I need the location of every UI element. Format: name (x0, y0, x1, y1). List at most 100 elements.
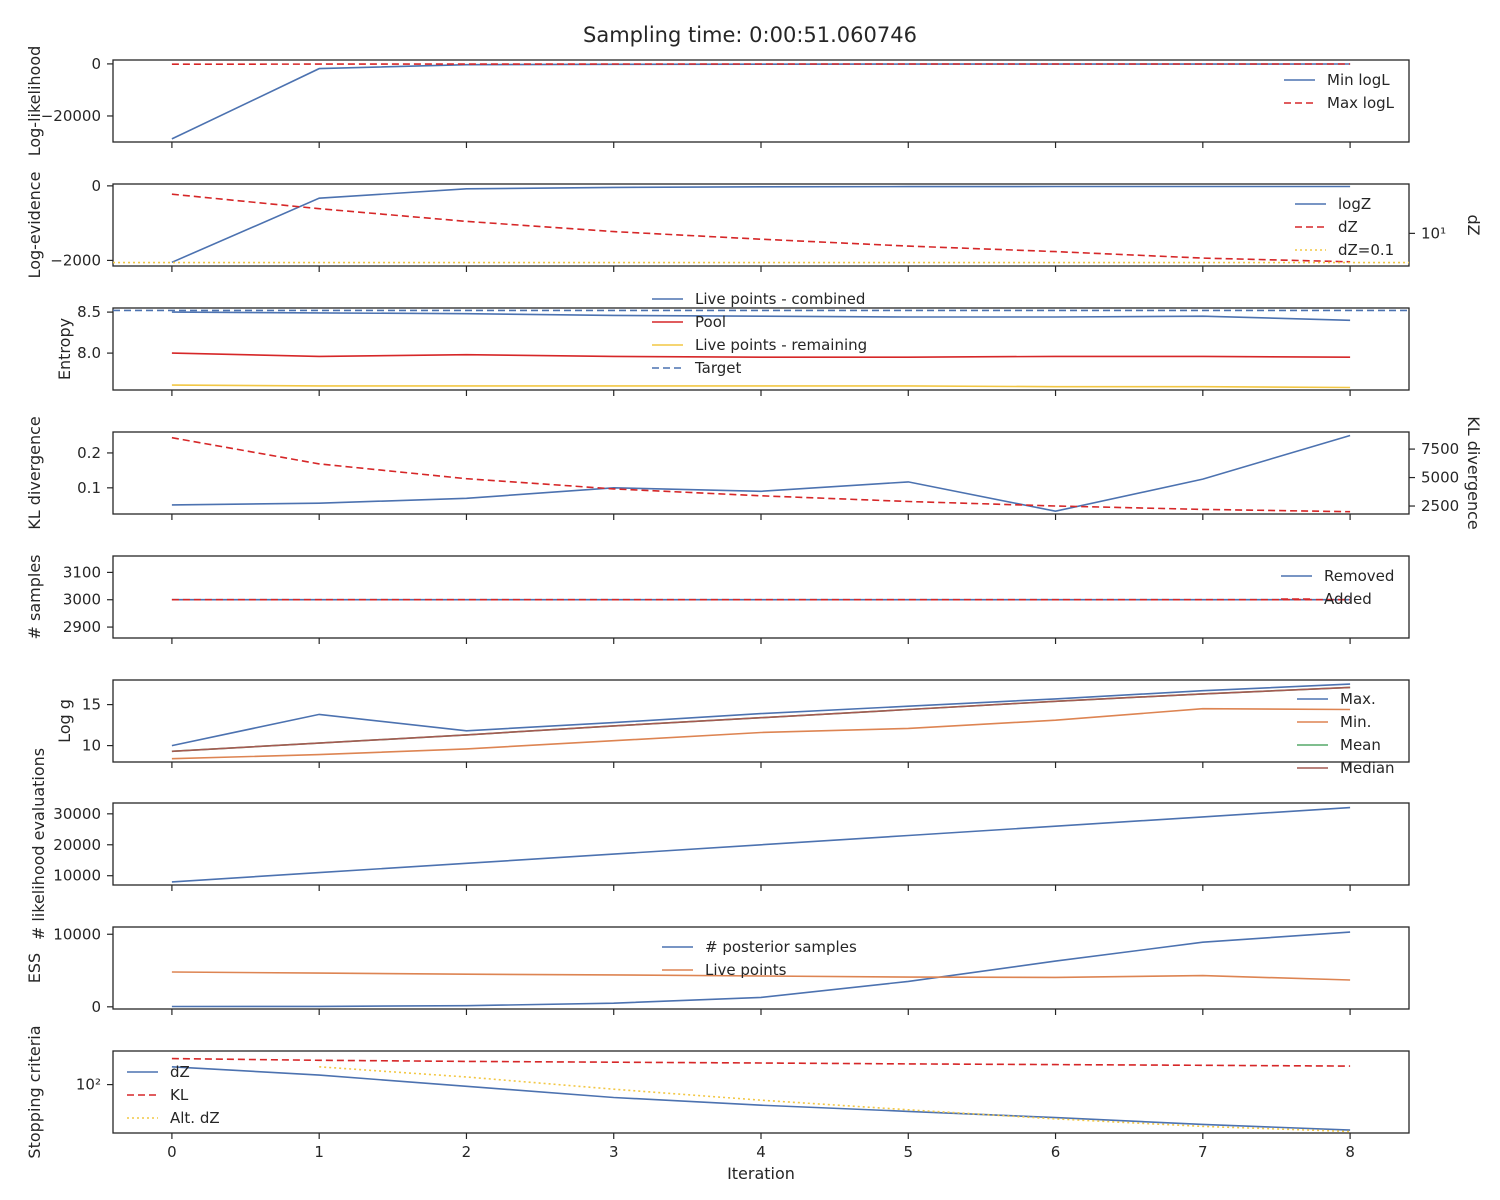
legend: Min logL Max logL (1284, 71, 1395, 112)
y-tick-label: 8.0 (77, 344, 101, 362)
legend-label: Live points - combined (695, 290, 865, 308)
y2-tick-label: 10¹ (1421, 224, 1446, 242)
x-tick-label: 6 (1051, 1143, 1061, 1161)
y-axis-label: KL divergence (25, 416, 44, 529)
legend-label: Pool (695, 313, 726, 331)
y-axis-label: ESS (25, 953, 44, 983)
x-tick-label: 5 (903, 1143, 913, 1161)
panel-7: 30000 20000 10000 # likelihood evaluations (29, 748, 1410, 940)
series-group (113, 185, 1409, 264)
series-line (319, 1066, 1351, 1133)
series-line (171, 683, 1351, 747)
y-tick-label: 3100 (63, 563, 101, 581)
legend-label: # posterior samples (705, 938, 857, 956)
y-tick-label: 10 (82, 737, 101, 755)
legend-label: Alt. dZ (170, 1109, 220, 1127)
series-group (171, 683, 1351, 760)
series-line (171, 436, 1351, 513)
y-tick-label: 8.5 (77, 303, 101, 321)
y2-tick-label: 5000 (1421, 469, 1459, 487)
y-axis-label: # likelihood evaluations (29, 748, 48, 940)
y2-axis-label: KL divergence (1464, 416, 1483, 529)
x-axis-label: Iteration (727, 1164, 795, 1183)
series-line (171, 434, 1351, 513)
legend: dZ KL Alt. dZ (127, 1063, 220, 1127)
x-tick-label: 1 (314, 1143, 324, 1161)
y-tick-label: 10000 (53, 925, 101, 943)
y-axis-label: Stopping criteria (25, 1025, 44, 1158)
y-tick-label: 20000 (53, 836, 101, 854)
series-line (171, 193, 1351, 263)
series-line (171, 686, 1351, 753)
y-axis-label: Entropy (55, 318, 74, 380)
y-tick-label: 0.1 (77, 479, 101, 497)
y-tick-label: −2000 (50, 251, 101, 269)
legend-label: Target (694, 359, 742, 377)
legend-label: dZ (170, 1063, 190, 1081)
figure-title: Sampling time: 0:00:51.060746 (583, 23, 917, 47)
legend-label: Min. (1340, 713, 1371, 731)
panel-4: 0.2 0.1 7500 5000 2500 KL divergence KL diverg… (25, 416, 1483, 529)
x-tick-label: 3 (609, 1143, 619, 1161)
legend-label: logZ (1338, 195, 1371, 213)
y-tick-label: 2900 (63, 618, 101, 636)
x-tick-label: 0 (167, 1143, 177, 1161)
legend-label: Median (1340, 759, 1395, 777)
panel-5: 3100 3000 2900 # samples Removed Added (25, 555, 1410, 644)
legend-label: Live points (705, 961, 787, 979)
legend-label: Max logL (1327, 94, 1395, 112)
series-line (171, 931, 1351, 1008)
legend-label: KL (170, 1086, 189, 1104)
series-line (171, 352, 1351, 359)
y-tick-label: 0.2 (77, 444, 101, 462)
legend: Removed Added (1281, 567, 1394, 608)
series-line (171, 185, 1351, 264)
series-group (171, 931, 1351, 1008)
legend-label: Removed (1324, 567, 1394, 585)
series-line (171, 384, 1351, 389)
y-tick-label: 15 (82, 696, 101, 714)
y-tick-label: −20000 (41, 107, 101, 125)
series-group (171, 806, 1351, 883)
y-axis-label: Log g (55, 699, 74, 743)
series-line (171, 707, 1351, 760)
y-tick-label: 10000 (53, 867, 101, 885)
legend: Max. Min. Mean Median (1297, 690, 1395, 777)
y2-tick-label: 7500 (1421, 440, 1459, 458)
series-group (171, 63, 1351, 140)
panel-8: 10000 0 ESS # posterior samples Live points (25, 925, 1410, 1016)
panel-2: 0 −2000 10¹ Log-evidence dZ logZ dZ dZ=0.1 (25, 172, 1483, 279)
y-tick-label: 0 (91, 998, 101, 1016)
legend: Live points - combined Pool Live points - … (652, 290, 867, 377)
series-line (171, 806, 1351, 883)
x-tick-label: 4 (756, 1143, 766, 1161)
y-axis-label: Log-likelihood (25, 46, 44, 157)
y-tick-label: 30000 (53, 805, 101, 823)
x-tick-label: 2 (462, 1143, 472, 1161)
y-tick-label: 3000 (63, 591, 101, 609)
legend-label: dZ=0.1 (1338, 241, 1394, 259)
legend-label: Max. (1340, 690, 1376, 708)
series-group (113, 309, 1409, 389)
y-axis-label: # samples (25, 555, 44, 640)
legend: logZ dZ dZ=0.1 (1295, 195, 1394, 259)
series-line (171, 311, 1351, 322)
y-tick-label: 0 (91, 177, 101, 195)
y-tick-label: 10² (76, 1076, 101, 1094)
legend-label: dZ (1338, 218, 1358, 236)
y-axis-label: Log-evidence (25, 172, 44, 279)
x-tick-label: 8 (1345, 1143, 1355, 1161)
panel-9: 10² 0 1 2 3 4 5 6 7 8 Stopping criteria dZ KL Alt. dZ (25, 1025, 1410, 1161)
x-tick-label: 7 (1198, 1143, 1208, 1161)
series-group (171, 434, 1351, 513)
series-line (171, 1057, 1351, 1067)
series-line (171, 971, 1351, 981)
legend-label: Min logL (1327, 71, 1390, 89)
legend: # posterior samples Live points (662, 938, 857, 979)
legend-label: Mean (1340, 736, 1381, 754)
y2-tick-label: 2500 (1421, 497, 1459, 515)
